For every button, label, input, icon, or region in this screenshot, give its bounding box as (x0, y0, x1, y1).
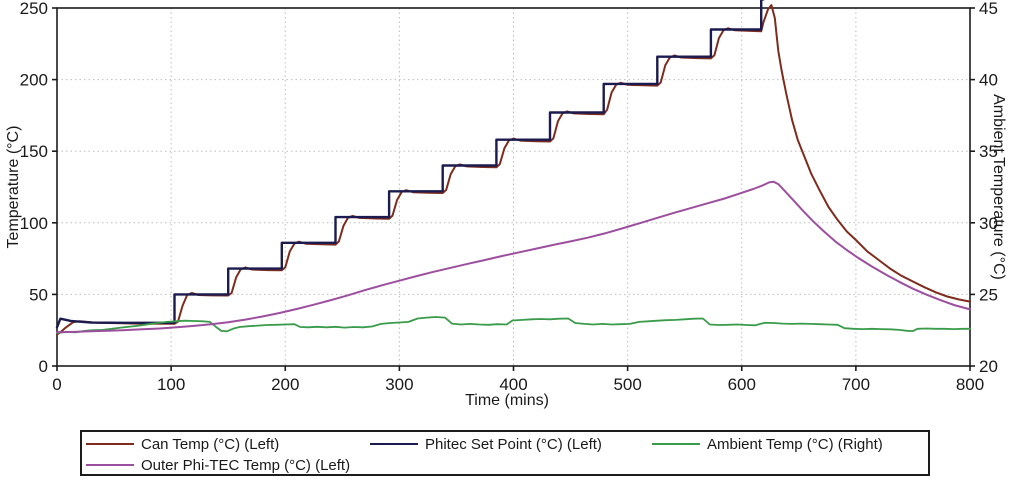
left-tick-label: 50 (29, 285, 48, 304)
legend-swatch-outer-phi-tec-temp (86, 464, 134, 466)
x-tick-label: 700 (842, 375, 870, 394)
legend-label-outer-phi-tec-temp: Outer Phi-TEC Temp (°C) (Left) (141, 456, 351, 474)
x-tick-label: 100 (157, 375, 185, 394)
x-tick-label: 300 (385, 375, 413, 394)
right-tick-label: 20 (979, 357, 998, 376)
right-tick-label: 40 (979, 71, 998, 90)
x-tick-label: 400 (499, 375, 527, 394)
left-tick-label: 200 (20, 71, 48, 90)
left-tick-label: 0 (39, 357, 48, 376)
legend: Can Temp (°C) (Left) Phitec Set Point (°… (80, 430, 930, 476)
right-tick-label: 45 (979, 0, 998, 18)
legend-swatch-can-temp (86, 443, 134, 445)
x-tick-label: 600 (728, 375, 756, 394)
series-can-temp-line (56, 4, 971, 336)
x-tick-label: 500 (613, 375, 641, 394)
series-outer-phi-tec-temp-line (56, 180, 971, 334)
right-tick-label: 35 (979, 142, 998, 161)
right-axis-title: Ambient Temperature (°C) (990, 94, 1007, 280)
right-tick-label: 25 (979, 285, 998, 304)
legend-label-ambient-temp: Ambient Temp (°C) (Right) (707, 435, 883, 453)
left-tick-label: 100 (20, 214, 48, 233)
legend-swatch-ambient-temp (652, 443, 700, 445)
left-axis-title: Temperature (°C) (5, 125, 22, 249)
legend-label-phitec-set-point: Phitec Set Point (°C) (Left) (425, 435, 602, 453)
left-tick-label: 250 (20, 0, 48, 18)
x-tick-label: 200 (271, 375, 299, 394)
x-tick-label: 0 (52, 375, 61, 394)
plot-area: 0 100 200 300 400 500 600 700 800 0 50 100 150 200 250… (20, 0, 998, 394)
left-tick-label: 150 (20, 142, 48, 161)
legend-swatch-phitec-set-point (370, 443, 418, 445)
right-tick-label: 30 (979, 214, 998, 233)
x-axis-title: Time (mins) (465, 392, 549, 409)
x-tick-label: 800 (956, 375, 984, 394)
legend-item-can-temp: Can Temp (°C) (Left) (86, 435, 279, 453)
legend-label-can-temp: Can Temp (°C) (Left) (141, 435, 280, 453)
plot-frame (56, 7, 971, 367)
legend-item-ambient-temp: Ambient Temp (°C) (Right) (652, 435, 883, 453)
legend-item-outer-phi-tec-temp: Outer Phi-TEC Temp (°C) (Left) (86, 456, 350, 474)
legend-item-phitec-set-point: Phitec Set Point (°C) (Left) (370, 435, 602, 453)
